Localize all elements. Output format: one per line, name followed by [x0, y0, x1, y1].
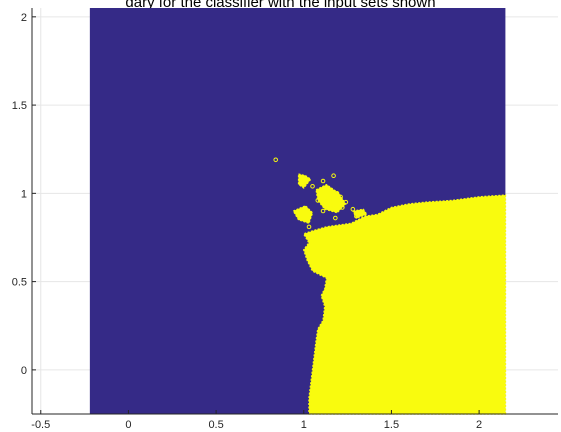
data-point [320, 208, 326, 214]
data-point [350, 206, 356, 212]
x-tick-label: 0 [125, 419, 131, 431]
y-tick-label: 0 [21, 365, 27, 377]
chart-title: dary for the classifier with the input s… [125, 0, 436, 11]
data-point [306, 212, 312, 217]
data-point [306, 224, 312, 230]
data-point [343, 199, 349, 205]
y-tick-label: 0.5 [12, 277, 27, 289]
class-region-yellow [302, 194, 507, 415]
input-points [273, 157, 359, 263]
data-point [331, 203, 336, 209]
y-tick-label: 1 [21, 188, 27, 200]
x-tick-label: 1.5 [384, 419, 399, 431]
data-point [301, 175, 307, 180]
data-point [320, 178, 326, 184]
data-point [273, 157, 279, 163]
y-tick-label: 1.5 [12, 100, 27, 112]
axes: -0.5 0 0.5 1 1.5 2 0 0.5 1 1.5 2 [12, 8, 558, 431]
data-point [354, 213, 359, 219]
data-point [319, 189, 324, 194]
data-point [327, 196, 333, 201]
y-tick-label: 2 [21, 12, 27, 24]
class-region-yellow-island [292, 204, 314, 225]
data-point [331, 173, 336, 178]
data-point [310, 183, 315, 189]
data-point [338, 194, 343, 200]
x-tick-label: 2 [476, 419, 482, 431]
data-point [315, 198, 321, 203]
class-regions [89, 8, 507, 415]
data-point [334, 191, 340, 196]
x-tick-label: 0.5 [208, 419, 223, 431]
data-point [333, 215, 338, 221]
x-tick-label: -0.5 [31, 419, 50, 431]
data-point [340, 205, 345, 210]
data-point [301, 182, 307, 187]
x-tick-label: 1 [301, 419, 307, 431]
data-point [322, 198, 328, 203]
class-region-yellow-island [351, 208, 368, 219]
data-point [333, 258, 338, 263]
